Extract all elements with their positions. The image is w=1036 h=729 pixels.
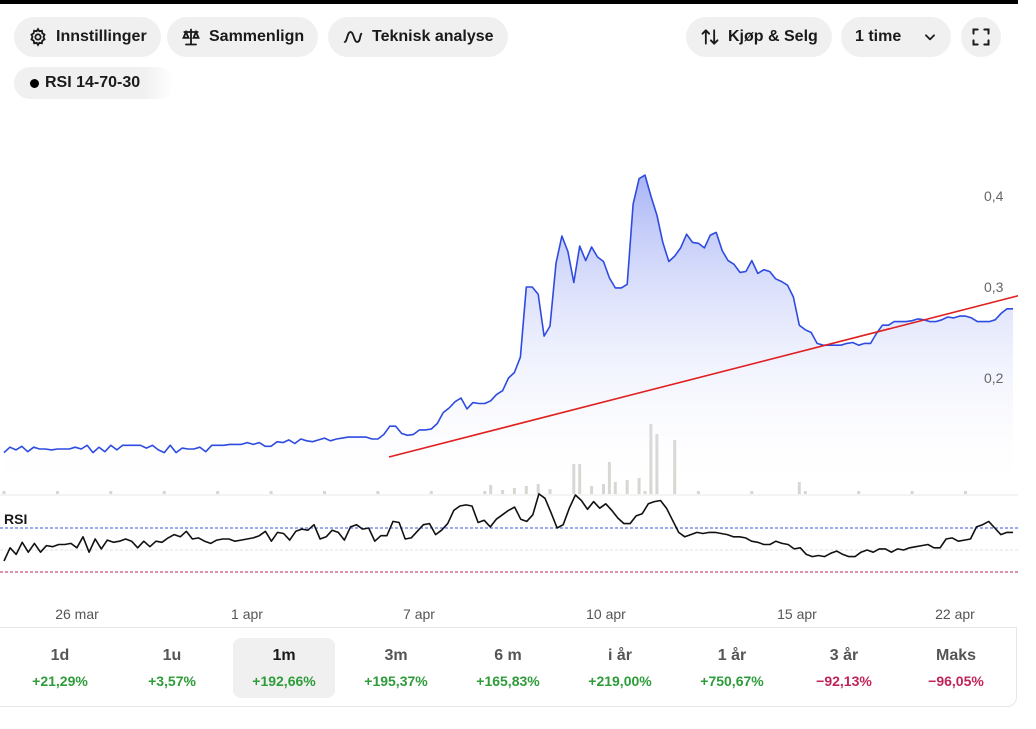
y-tick-label: 0,3 xyxy=(984,279,1004,295)
x-axis: 26 mar 1 apr 7 apr 10 apr 15 apr 22 apr xyxy=(0,604,1036,626)
period-change: +195,37% xyxy=(364,673,428,689)
period-Maks[interactable]: Maks −96,05% xyxy=(905,638,1007,698)
top-border xyxy=(0,0,1036,4)
fullscreen-icon xyxy=(971,27,991,47)
period-1u[interactable]: 1u +3,57% xyxy=(121,638,223,698)
compare-button[interactable]: Sammenlign xyxy=(167,17,319,57)
period-6-m[interactable]: 6 m +165,83% xyxy=(457,638,559,698)
x-tick-label: 26 mar xyxy=(55,606,99,622)
period-label: 1m xyxy=(272,647,296,664)
period-label: 3m xyxy=(384,647,408,664)
x-tick-label: 1 apr xyxy=(231,606,263,622)
rsi-panel-label: RSI xyxy=(4,511,27,527)
period-change: −96,05% xyxy=(928,673,984,689)
wave-icon xyxy=(342,27,364,47)
fullscreen-button[interactable] xyxy=(961,17,1001,57)
rsi-indicator-label: RSI 14-70-30 xyxy=(45,74,141,91)
x-tick-label: 7 apr xyxy=(403,606,435,622)
x-tick-label: 22 apr xyxy=(935,606,975,622)
interval-value: 1 time xyxy=(855,28,902,45)
period-i-år[interactable]: i år +219,00% xyxy=(569,638,671,698)
period-1d[interactable]: 1d +21,29% xyxy=(9,638,111,698)
indicator-dot-icon xyxy=(30,78,39,88)
period-3-år[interactable]: 3 år −92,13% xyxy=(793,638,895,698)
period-change: −92,13% xyxy=(816,673,872,689)
interval-select[interactable]: 1 time xyxy=(841,17,951,57)
period-change: +750,67% xyxy=(700,673,764,689)
compare-label: Sammenlign xyxy=(209,28,305,45)
period-label: 1d xyxy=(50,647,70,664)
period-label: Maks xyxy=(935,647,977,664)
y-tick-label: 0,2 xyxy=(984,370,1004,386)
period-3m[interactable]: 3m +195,37% xyxy=(345,638,447,698)
period-change: +21,29% xyxy=(32,673,88,689)
technical-analysis-label: Teknisk analyse xyxy=(372,28,494,45)
buy-sell-label: Kjøp & Selg xyxy=(728,28,818,45)
period-label: i år xyxy=(607,647,632,664)
swap-arrows-icon xyxy=(700,27,720,47)
rsi-indicator-chip[interactable]: RSI 14-70-30 xyxy=(14,67,174,99)
settings-label: Innstillinger xyxy=(56,28,147,45)
period-1m[interactable]: 1m +192,66% xyxy=(233,638,335,698)
buy-sell-button[interactable]: Kjøp & Selg xyxy=(686,17,832,57)
period-change: +3,57% xyxy=(148,673,196,689)
scrollbar[interactable] xyxy=(1018,0,1036,729)
rsi-line xyxy=(3,493,1013,562)
period-label: 1 år xyxy=(717,647,747,664)
period-label: 1u xyxy=(162,647,182,664)
y-tick-label: 0,4 xyxy=(984,188,1004,204)
period-label: 6 m xyxy=(494,647,522,664)
chevron-down-icon xyxy=(923,30,937,44)
period-label: 3 år xyxy=(829,647,859,664)
period-change: +165,83% xyxy=(476,673,540,689)
settings-button[interactable]: Innstillinger xyxy=(14,17,161,57)
price-area-fill xyxy=(4,175,1013,494)
technical-analysis-button[interactable]: Teknisk analyse xyxy=(328,17,508,57)
gear-icon xyxy=(28,27,48,47)
period-selector: 1d +21,29% 1u +3,57% 1m +192,66% 3m +195,37% 6 m… xyxy=(0,627,1017,707)
period-change: +219,00% xyxy=(588,673,652,689)
x-tick-label: 15 apr xyxy=(777,606,817,622)
trendline[interactable] xyxy=(388,291,1034,458)
price-chart[interactable]: 0,4 0,3 0,2 RSI xyxy=(0,0,1036,604)
price-line xyxy=(3,174,1013,454)
period-1-år[interactable]: 1 år +750,67% xyxy=(681,638,783,698)
scale-icon xyxy=(181,27,201,47)
period-change: +192,66% xyxy=(252,673,316,689)
x-tick-label: 10 apr xyxy=(586,606,626,622)
